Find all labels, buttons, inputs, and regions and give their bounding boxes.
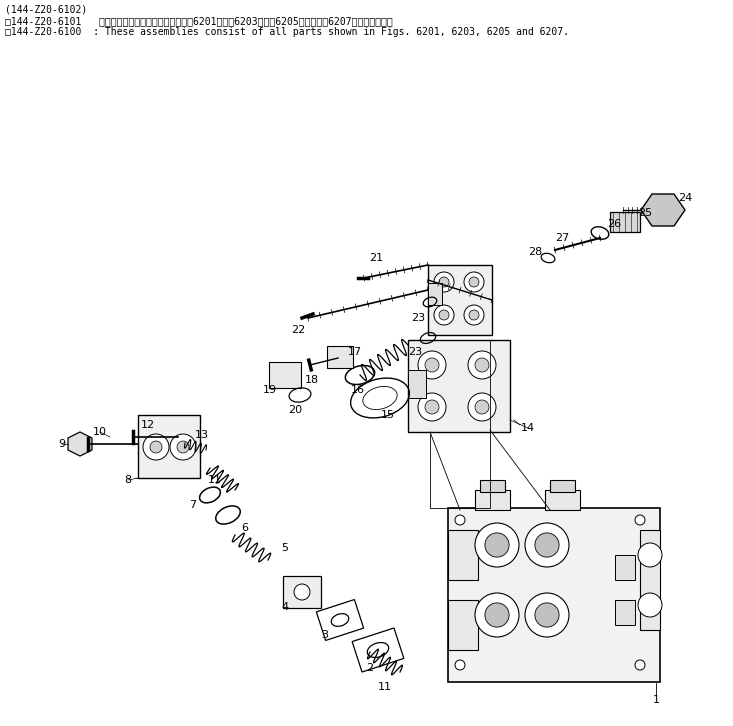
Circle shape [485, 533, 509, 557]
Text: 19: 19 [263, 385, 277, 395]
Bar [428, 265, 492, 335]
Circle shape [469, 310, 479, 320]
Circle shape [525, 523, 569, 567]
Circle shape [468, 393, 496, 421]
Text: 23: 23 [408, 347, 422, 357]
Text: 22: 22 [291, 325, 305, 335]
Circle shape [434, 272, 454, 292]
Text: 16: 16 [351, 385, 365, 395]
FancyBboxPatch shape [327, 346, 353, 368]
Circle shape [485, 603, 509, 627]
Text: 3: 3 [322, 630, 328, 640]
Text: 1: 1 [652, 695, 660, 705]
Circle shape [469, 277, 479, 287]
Bar [615, 555, 635, 580]
Text: 2: 2 [366, 663, 374, 673]
Bar [448, 508, 660, 682]
Bar [475, 490, 510, 510]
Text: 25: 25 [638, 208, 652, 218]
Circle shape [425, 358, 439, 372]
Circle shape [150, 441, 162, 453]
Text: 8: 8 [125, 475, 131, 485]
Circle shape [294, 584, 310, 600]
Bar [545, 490, 580, 510]
Circle shape [525, 593, 569, 637]
Circle shape [464, 305, 484, 325]
Text: 20: 20 [288, 405, 302, 415]
Circle shape [635, 515, 645, 525]
Circle shape [170, 434, 196, 460]
Text: 18: 18 [305, 375, 319, 385]
Bar [352, 628, 404, 672]
Text: 12: 12 [141, 420, 155, 430]
Circle shape [418, 393, 446, 421]
Text: 9: 9 [59, 439, 65, 449]
Text: 23: 23 [411, 313, 425, 323]
Bar [640, 530, 660, 630]
Circle shape [535, 533, 559, 557]
Text: 15: 15 [381, 410, 395, 420]
Text: 4: 4 [281, 602, 289, 612]
Circle shape [177, 441, 189, 453]
Text: □144-Z20-6100  : These assemblies consist of all parts shown in Figs. 6201, 6203: □144-Z20-6100 : These assemblies consist… [5, 27, 569, 37]
Circle shape [143, 434, 169, 460]
Circle shape [439, 310, 449, 320]
Circle shape [425, 400, 439, 414]
Text: 13: 13 [195, 430, 209, 440]
Text: (144-Z20-6102): (144-Z20-6102) [5, 5, 87, 15]
Circle shape [475, 400, 489, 414]
Text: 6: 6 [241, 523, 248, 533]
Bar [448, 600, 478, 650]
Circle shape [638, 543, 662, 567]
Text: 26: 26 [607, 219, 621, 229]
Bar [138, 415, 200, 478]
Bar [615, 600, 635, 625]
FancyBboxPatch shape [269, 362, 301, 388]
Circle shape [638, 593, 662, 617]
Circle shape [468, 351, 496, 379]
Circle shape [455, 660, 465, 670]
Bar [480, 480, 505, 492]
Text: 21: 21 [369, 253, 383, 263]
Bar [610, 212, 640, 232]
Bar [428, 283, 442, 305]
Circle shape [455, 515, 465, 525]
Text: 10: 10 [93, 427, 107, 437]
Circle shape [418, 351, 446, 379]
Bar [550, 480, 575, 492]
Text: 11: 11 [378, 682, 392, 692]
Text: 28: 28 [528, 247, 542, 257]
Circle shape [464, 272, 484, 292]
FancyBboxPatch shape [283, 576, 321, 608]
Text: 14: 14 [521, 423, 535, 433]
Circle shape [635, 660, 645, 670]
Text: 5: 5 [281, 543, 289, 553]
Bar [408, 340, 510, 432]
Polygon shape [68, 432, 92, 456]
Text: 11: 11 [208, 475, 222, 485]
Circle shape [535, 603, 559, 627]
Circle shape [475, 358, 489, 372]
Circle shape [475, 523, 519, 567]
Text: 27: 27 [555, 233, 569, 243]
Text: 7: 7 [189, 500, 196, 510]
Polygon shape [641, 194, 685, 226]
Text: 17: 17 [348, 347, 362, 357]
Bar [317, 600, 364, 640]
Circle shape [475, 593, 519, 637]
Circle shape [434, 305, 454, 325]
Circle shape [439, 277, 449, 287]
Text: 24: 24 [678, 193, 692, 203]
Bar [408, 370, 426, 398]
Text: □144-Z20-6101   これらのアセンブリの構成部品は第6201図，第6203図，第6205図および第6207図を含みます．: □144-Z20-6101 これらのアセンブリの構成部品は第6201図，第620… [5, 16, 393, 26]
Bar [448, 530, 478, 580]
